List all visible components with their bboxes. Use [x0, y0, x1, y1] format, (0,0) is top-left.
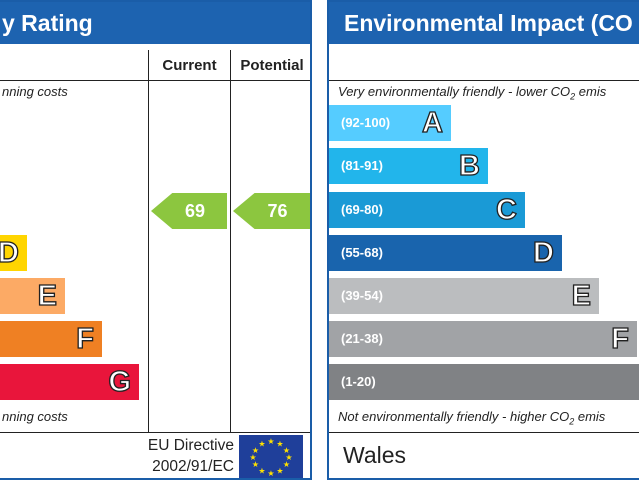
column-divider-2 — [230, 50, 231, 432]
column-divider-1 — [148, 50, 149, 432]
svg-text:★: ★ — [267, 437, 274, 446]
energy-bottom-text: nning costs — [2, 409, 68, 424]
svg-text:★: ★ — [252, 460, 259, 469]
environment-band-letter: E — [571, 279, 592, 312]
environmental-impact-title: Environmental Impact (CO — [329, 2, 639, 44]
svg-text:★: ★ — [285, 453, 292, 462]
environment-band-d: (55-68) D — [329, 235, 562, 271]
environment-band-letter: D — [532, 236, 554, 269]
environment-band-range: (92-100) — [341, 115, 391, 130]
energy-band-f: F — [0, 321, 102, 357]
svg-text:★: ★ — [252, 446, 259, 455]
current-rating-arrow: 69 — [151, 193, 227, 229]
environment-top-text-end: emis — [575, 84, 607, 99]
environment-band-letter: A — [421, 106, 443, 139]
energy-band-d: D — [0, 235, 27, 271]
energy-band-g: G — [0, 364, 139, 400]
potential-column-header: Potential — [240, 57, 304, 74]
energy-band-letter: G — [108, 365, 132, 398]
svg-text:★: ★ — [276, 467, 283, 476]
svg-text:★: ★ — [283, 460, 290, 469]
environment-band-letter: B — [458, 149, 480, 182]
environment-top-text-main: Very environmentally friendly - lower CO — [338, 84, 571, 99]
current-column-header: Current — [162, 57, 217, 74]
eu-directive-line2: 2002/91/EC — [152, 458, 234, 475]
co2-subscript: 2 — [570, 91, 576, 102]
environment-band-b: (81-91) B — [329, 148, 488, 184]
environment-bottom-text: Not environmentally friendly - higher CO… — [338, 409, 605, 427]
header-divider — [0, 80, 310, 81]
environment-top-text: Very environmentally friendly - lower CO… — [338, 84, 606, 102]
svg-text:★: ★ — [276, 440, 283, 449]
energy-rating-panel: y Rating Current Potential nning costs n… — [0, 0, 312, 480]
energy-rating-title: y Rating — [0, 2, 310, 44]
environment-bottom-text-end: emis — [574, 409, 606, 424]
environment-band-range: (21-38) — [341, 331, 383, 346]
environment-band-c: (69-80) C — [329, 192, 525, 228]
co2-subscript: 2 — [569, 416, 575, 427]
footer-divider — [329, 432, 639, 433]
eu-directive-text: EU Directive 2002/91/EC — [122, 435, 234, 477]
environmental-impact-panel: Environmental Impact (CO Very environmen… — [327, 0, 639, 480]
energy-band-letter: F — [76, 322, 95, 355]
environment-band-a: (92-100) A — [329, 105, 451, 141]
energy-band-letter: E — [37, 279, 58, 312]
potential-rating-arrow: 76 — [233, 193, 310, 229]
environment-band-range: (1-20) — [341, 374, 376, 389]
environment-band-letter: F — [611, 322, 630, 355]
environment-band-f: (21-38) F — [329, 321, 637, 357]
svg-text:★: ★ — [267, 469, 274, 478]
region-label: Wales — [343, 442, 407, 468]
svg-text:★: ★ — [258, 440, 265, 449]
eu-directive-line1: EU Directive — [147, 437, 234, 454]
svg-text:★: ★ — [249, 453, 256, 462]
energy-band-letter: D — [0, 236, 20, 269]
energy-top-text: nning costs — [2, 84, 68, 99]
header-divider — [329, 80, 639, 81]
environment-band-letter: C — [495, 193, 517, 226]
svg-text:★: ★ — [258, 467, 265, 476]
environment-band-e: (39-54) E — [329, 278, 599, 314]
environment-band-g: (1-20) G — [329, 364, 639, 400]
svg-text:★: ★ — [283, 446, 290, 455]
environment-band-range: (69-80) — [341, 202, 383, 217]
environment-band-range: (81-91) — [341, 158, 383, 173]
footer-divider — [0, 432, 310, 433]
environment-band-range: (39-54) — [341, 288, 383, 303]
environment-bottom-text-main: Not environmentally friendly - higher CO — [338, 409, 570, 424]
environment-band-range: (55-68) — [341, 245, 383, 260]
energy-band-e: E — [0, 278, 65, 314]
eu-flag-icon: ★ ★ ★ ★ ★ ★ ★ ★ ★ ★ ★ ★ — [239, 435, 303, 478]
